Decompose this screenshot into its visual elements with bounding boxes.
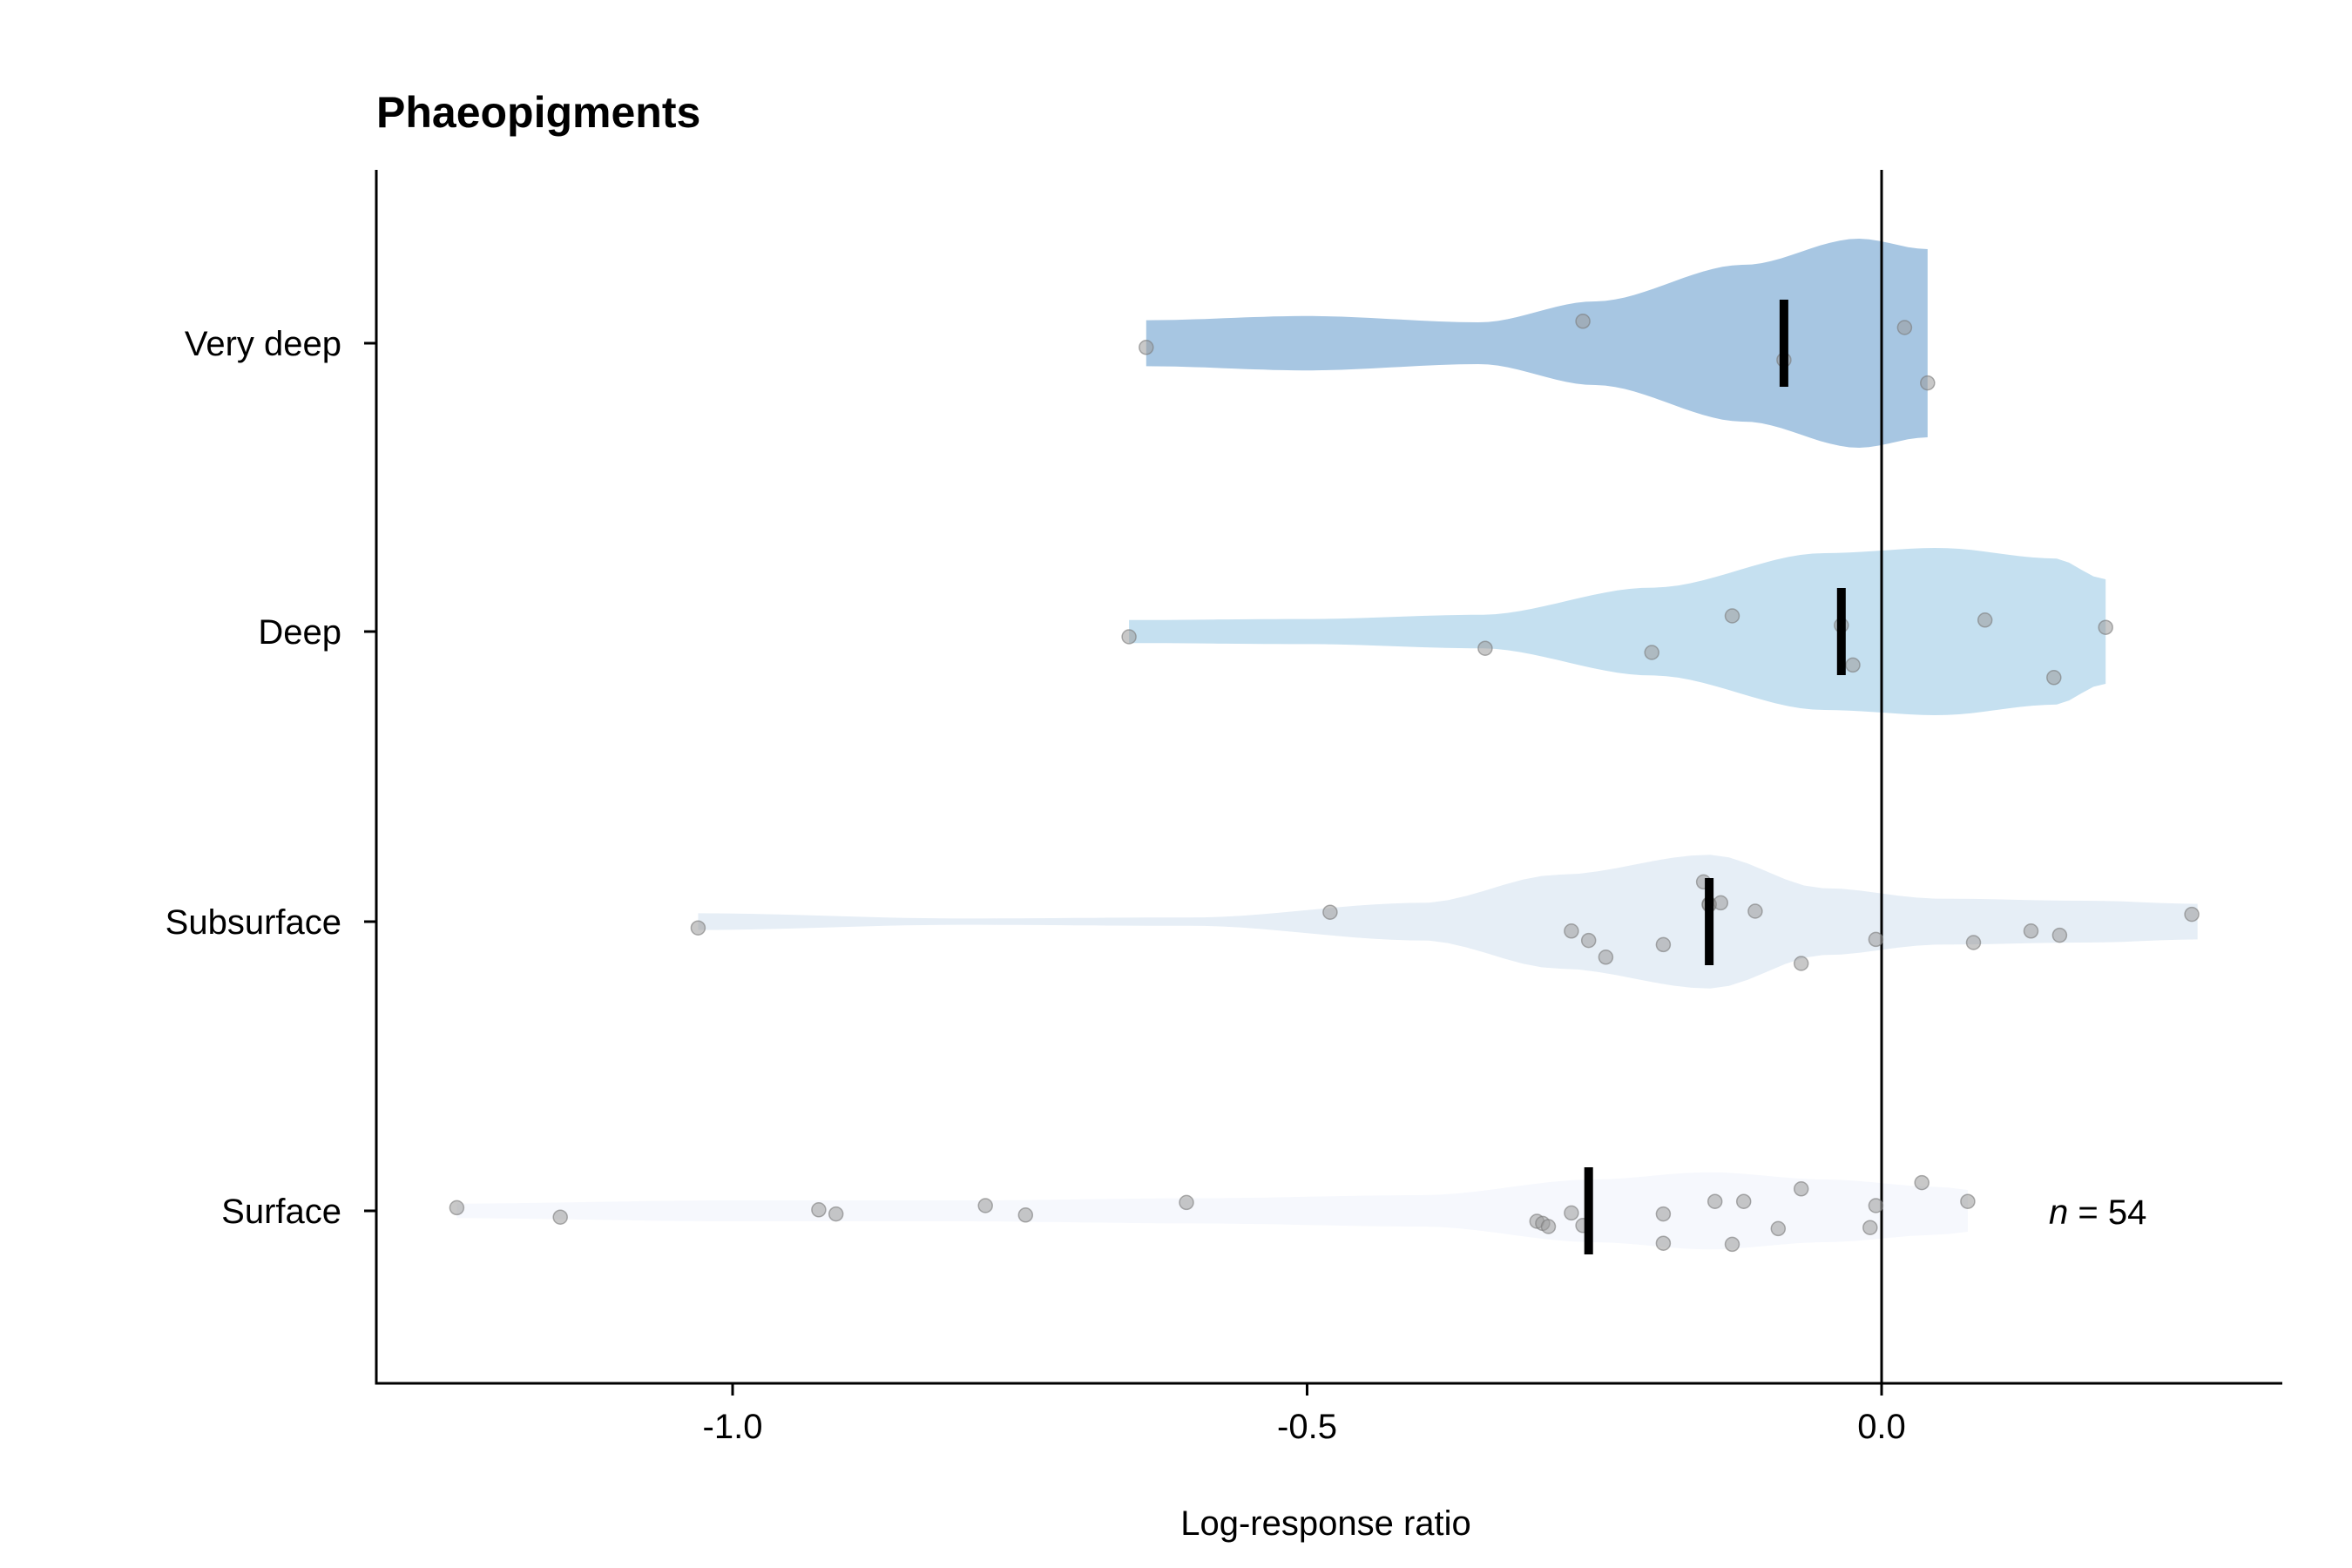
data-point-very-deep (1920, 375, 1936, 391)
x-axis-label: Log-response ratio (1180, 1504, 1471, 1543)
data-point-subsurface (2184, 906, 2200, 923)
median-marker-very-deep (1779, 300, 1788, 387)
data-point-deep (1477, 640, 1493, 656)
data-point-surface (1724, 1236, 1740, 1253)
violin-deep (1129, 548, 2106, 715)
data-point-very-deep (1896, 320, 1913, 335)
data-point-surface (828, 1206, 844, 1222)
violin-very-deep (1146, 239, 1928, 448)
data-point-subsurface (1793, 956, 1809, 971)
data-point-subsurface (2023, 923, 2039, 939)
data-point-surface (1540, 1219, 1557, 1234)
data-point-subsurface (1580, 932, 1597, 949)
data-point-subsurface (1713, 895, 1729, 911)
data-point-subsurface (1747, 903, 1763, 919)
data-point-surface (1793, 1181, 1809, 1197)
y-tick-label-surface: Surface (221, 1193, 341, 1231)
data-point-subsurface (1655, 936, 1672, 953)
data-point-surface (1735, 1193, 1752, 1209)
violin-subsurface (698, 855, 2198, 989)
data-point-subsurface (2051, 927, 2068, 943)
data-point-surface (977, 1198, 993, 1213)
data-point-deep (2098, 619, 2113, 635)
data-point-subsurface (1965, 935, 1982, 950)
x-tick-label: -0.5 (1277, 1408, 1337, 1446)
data-point-surface (1017, 1207, 1034, 1223)
median-marker-subsurface (1705, 878, 1714, 965)
data-point-surface (552, 1209, 568, 1225)
x-tick-label: -1.0 (703, 1408, 763, 1446)
median-markers-layer (1584, 300, 1846, 1254)
data-point-surface (1564, 1205, 1579, 1221)
data-point-surface (811, 1202, 827, 1218)
median-marker-surface (1584, 1167, 1593, 1254)
data-point-surface (1960, 1193, 1976, 1209)
data-point-surface (1770, 1220, 1787, 1237)
x-axis-ticks: -1.0 -0.5 0.0 (703, 1383, 1906, 1446)
data-point-deep (2046, 670, 2062, 686)
median-marker-deep (1836, 588, 1846, 675)
data-point-surface (1655, 1206, 1672, 1222)
y-tick-label-very-deep: Very deep (185, 325, 341, 363)
data-point-surface (1707, 1193, 1723, 1209)
data-point-surface (1868, 1198, 1884, 1213)
data-point-surface (1179, 1194, 1194, 1211)
y-tick-label-subsurface: Subsurface (166, 903, 341, 942)
data-point-subsurface (1564, 923, 1579, 939)
data-point-very-deep (1139, 340, 1154, 355)
data-point-deep (1644, 645, 1659, 660)
data-point-deep (1724, 608, 1740, 624)
data-point-surface (1862, 1220, 1878, 1235)
data-point-subsurface (1322, 904, 1338, 920)
data-point-deep (1977, 612, 1993, 628)
data-point-subsurface (1868, 931, 1884, 948)
chart-title: Phaeopigments (376, 88, 700, 137)
y-tick-label-deep: Deep (258, 613, 341, 652)
data-point-subsurface (690, 920, 706, 936)
data-point-subsurface (1598, 950, 1614, 965)
data-point-deep (1121, 629, 1137, 645)
sample-size-value: = 54 (2068, 1193, 2146, 1232)
data-point-deep (1845, 657, 1861, 673)
data-point-very-deep (1575, 314, 1591, 329)
x-tick-label: 0.0 (1857, 1408, 1906, 1446)
data-point-surface (449, 1200, 465, 1216)
y-axis-ticks: Surface Subsurface Deep Very deep (166, 325, 376, 1231)
sample-size-symbol: n (2049, 1193, 2068, 1232)
data-point-surface (1914, 1174, 1930, 1191)
data-point-surface (1655, 1235, 1672, 1251)
sample-size-annotation: n = 54 (2049, 1193, 2146, 1232)
